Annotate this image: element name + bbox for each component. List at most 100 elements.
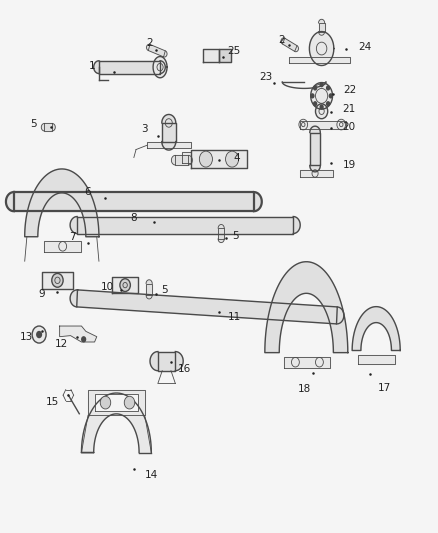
Text: 2: 2 [146,38,152,48]
Polygon shape [318,19,325,23]
Text: 22: 22 [343,85,357,95]
Polygon shape [162,123,176,142]
Text: 18: 18 [297,384,311,394]
Circle shape [326,85,330,91]
Text: 25: 25 [228,46,241,55]
Polygon shape [175,156,188,165]
Polygon shape [146,295,152,299]
Circle shape [120,279,131,292]
Text: 15: 15 [46,397,59,407]
Polygon shape [95,394,138,411]
Text: 1: 1 [89,61,95,70]
Text: 23: 23 [260,72,273,82]
Circle shape [199,151,212,167]
Circle shape [313,85,317,91]
Polygon shape [318,23,325,31]
Polygon shape [25,169,99,237]
Circle shape [226,151,239,167]
Polygon shape [77,290,337,324]
Polygon shape [99,61,160,74]
Polygon shape [318,31,325,35]
Polygon shape [44,241,81,252]
Polygon shape [146,280,152,284]
Polygon shape [300,169,332,177]
Text: 20: 20 [343,122,356,132]
Polygon shape [147,142,191,149]
Polygon shape [14,192,254,211]
Text: 3: 3 [141,124,148,134]
Text: 2: 2 [279,35,285,44]
Polygon shape [295,46,298,52]
Text: 19: 19 [343,160,356,171]
Polygon shape [148,44,165,57]
Circle shape [311,83,332,109]
Polygon shape [81,393,151,453]
Text: 13: 13 [19,332,33,342]
Circle shape [326,101,330,107]
Text: 10: 10 [101,282,114,292]
Polygon shape [70,290,78,307]
Polygon shape [352,306,400,351]
Text: 17: 17 [378,383,391,393]
Polygon shape [41,124,44,131]
Polygon shape [285,357,330,368]
Circle shape [81,336,86,343]
Text: 5: 5 [30,119,37,129]
Polygon shape [310,165,320,172]
Polygon shape [175,352,183,370]
Text: 7: 7 [69,232,76,242]
Polygon shape [158,352,175,370]
Polygon shape [309,31,334,66]
Text: 24: 24 [359,43,372,52]
Text: 5: 5 [161,286,168,295]
Polygon shape [94,61,99,74]
Polygon shape [188,156,192,165]
Polygon shape [283,38,297,51]
Circle shape [299,119,307,130]
Polygon shape [300,121,346,129]
Polygon shape [358,355,395,365]
Polygon shape [293,216,300,233]
Polygon shape [77,216,293,233]
Circle shape [319,104,324,110]
Polygon shape [218,228,224,239]
Text: 12: 12 [54,338,67,349]
Circle shape [52,273,63,287]
Polygon shape [42,272,73,289]
Text: 8: 8 [131,213,137,223]
Text: 9: 9 [39,289,46,299]
Circle shape [36,331,42,338]
Polygon shape [150,352,158,370]
Circle shape [313,101,317,107]
Text: 21: 21 [343,104,356,114]
Text: 14: 14 [145,470,158,480]
Polygon shape [281,38,285,44]
Circle shape [315,104,328,119]
Circle shape [310,93,314,99]
Polygon shape [147,44,150,51]
Polygon shape [254,192,262,211]
Polygon shape [310,133,320,165]
Polygon shape [70,216,77,233]
Polygon shape [163,51,167,57]
Circle shape [337,119,346,130]
Polygon shape [6,192,14,211]
Circle shape [328,93,333,99]
Circle shape [315,88,328,103]
Text: 16: 16 [177,364,191,374]
Circle shape [32,326,46,343]
Polygon shape [310,126,320,133]
Polygon shape [219,49,231,62]
Polygon shape [162,115,176,123]
Polygon shape [265,262,348,353]
Polygon shape [289,57,350,63]
Polygon shape [336,307,344,324]
Polygon shape [171,156,175,165]
Text: 11: 11 [228,312,241,322]
Polygon shape [146,284,152,295]
Polygon shape [153,56,167,78]
Polygon shape [60,326,97,342]
Polygon shape [112,277,138,293]
Circle shape [124,396,135,409]
Polygon shape [218,239,224,243]
